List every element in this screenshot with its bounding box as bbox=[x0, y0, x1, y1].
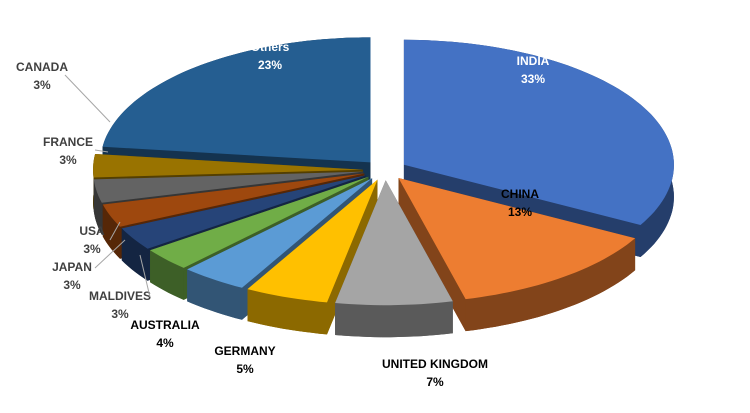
slice-top bbox=[247, 179, 378, 303]
data-label-name: INDIA bbox=[517, 54, 550, 68]
data-label-name: JAPAN bbox=[52, 260, 92, 274]
slice-wall bbox=[121, 228, 148, 281]
slice-top bbox=[121, 175, 367, 249]
data-label-name: UNITED KINGDOM bbox=[382, 357, 488, 371]
slice-wall bbox=[187, 269, 242, 320]
slice-top bbox=[403, 39, 674, 225]
leader-line bbox=[64, 74, 111, 123]
data-label-value: 4% bbox=[156, 336, 174, 350]
data-label-name: CANADA bbox=[16, 60, 68, 74]
slice-top bbox=[398, 178, 636, 300]
data-label-name: USA bbox=[79, 224, 105, 238]
slice bbox=[335, 180, 453, 338]
data-label-value: 23% bbox=[258, 58, 282, 72]
slice-top bbox=[150, 176, 369, 268]
data-label-value: 3% bbox=[33, 78, 51, 92]
data-label-value: 3% bbox=[83, 242, 101, 256]
slice bbox=[247, 179, 378, 335]
slice-wall bbox=[335, 301, 453, 338]
slice-wall bbox=[93, 179, 102, 235]
leader-line bbox=[109, 221, 121, 241]
data-label-value: 33% bbox=[521, 72, 545, 86]
slice bbox=[398, 178, 636, 332]
leader-line bbox=[139, 254, 151, 298]
data-label-value: 3% bbox=[111, 307, 129, 321]
slice-wall bbox=[150, 250, 184, 300]
data-label-value: 13% bbox=[508, 205, 532, 219]
data-label-value: 7% bbox=[426, 375, 444, 389]
data-label-value: 5% bbox=[236, 362, 254, 376]
data-label-value: 3% bbox=[59, 153, 77, 167]
slice-top bbox=[102, 173, 365, 227]
slice-wall bbox=[102, 204, 120, 259]
slice-top bbox=[335, 180, 453, 306]
data-label-name: Others bbox=[251, 40, 290, 54]
data-label-name: CHINA bbox=[501, 187, 539, 201]
leader-line bbox=[94, 149, 109, 153]
data-label-name: FRANCE bbox=[43, 135, 93, 149]
slice-top bbox=[93, 171, 364, 203]
slice-top bbox=[93, 154, 363, 178]
slice-top bbox=[102, 37, 371, 163]
data-label-name: GERMANY bbox=[214, 344, 275, 358]
data-label-name: MALDIVES bbox=[89, 289, 151, 303]
slice-side bbox=[398, 178, 466, 332]
data-label-value: 3% bbox=[63, 278, 81, 292]
leader-line bbox=[94, 239, 126, 269]
slice-side bbox=[121, 175, 367, 261]
data-label-name: AUSTRALIA bbox=[130, 318, 200, 332]
slice-wall bbox=[247, 289, 327, 335]
slice-top bbox=[187, 178, 373, 288]
slice-wall bbox=[465, 238, 636, 332]
